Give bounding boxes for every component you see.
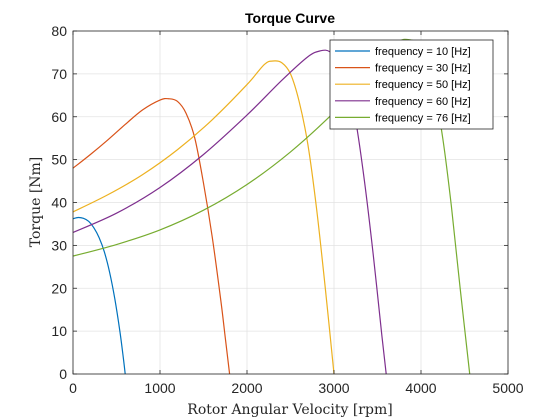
y-tick-label: 80 bbox=[51, 23, 67, 39]
x-tick-label: 1000 bbox=[144, 380, 175, 396]
y-tick-label: 10 bbox=[51, 323, 67, 339]
y-tick-label: 60 bbox=[51, 109, 67, 125]
series-line-1 bbox=[72, 97, 231, 375]
legend-box bbox=[329, 39, 494, 130]
x-axis-label: Rotor Angular Velocity [rpm] bbox=[187, 402, 392, 418]
y-tick-label: 50 bbox=[51, 152, 67, 168]
x-tick-label: 0 bbox=[69, 380, 77, 396]
legend-label-2: frequency = 50 [Hz] bbox=[375, 79, 471, 91]
legend: frequency = 10 [Hz] frequency = 30 [Hz] fr… bbox=[329, 39, 494, 130]
legend-label-1: frequency = 30 [Hz] bbox=[375, 63, 471, 75]
x-tick-label: 5000 bbox=[492, 380, 523, 396]
x-tick-label: 3000 bbox=[318, 380, 349, 396]
ticks: 0 1000 2000 3000 4000 5000 0 10 20 30 40 50 60 70 80 bbox=[51, 23, 523, 396]
legend-label-4: frequency = 76 [Hz] bbox=[375, 112, 471, 124]
y-tick-label: 70 bbox=[51, 66, 67, 82]
y-axis-label: Torque [Nm] bbox=[28, 157, 44, 248]
legend-label-3: frequency = 60 [Hz] bbox=[375, 96, 471, 108]
series-line-3 bbox=[72, 49, 387, 375]
legend-label-0: frequency = 10 [Hz] bbox=[375, 46, 471, 58]
series-line-0 bbox=[72, 216, 126, 375]
x-tick-label: 2000 bbox=[231, 380, 262, 396]
y-tick-label: 30 bbox=[51, 237, 67, 253]
chart-title: Torque Curve bbox=[245, 10, 335, 26]
series-line-2 bbox=[72, 60, 335, 375]
y-tick-label: 20 bbox=[51, 280, 67, 296]
y-tick-label: 40 bbox=[51, 195, 67, 211]
y-tick-label: 0 bbox=[59, 366, 67, 382]
x-tick-label: 4000 bbox=[405, 380, 436, 396]
